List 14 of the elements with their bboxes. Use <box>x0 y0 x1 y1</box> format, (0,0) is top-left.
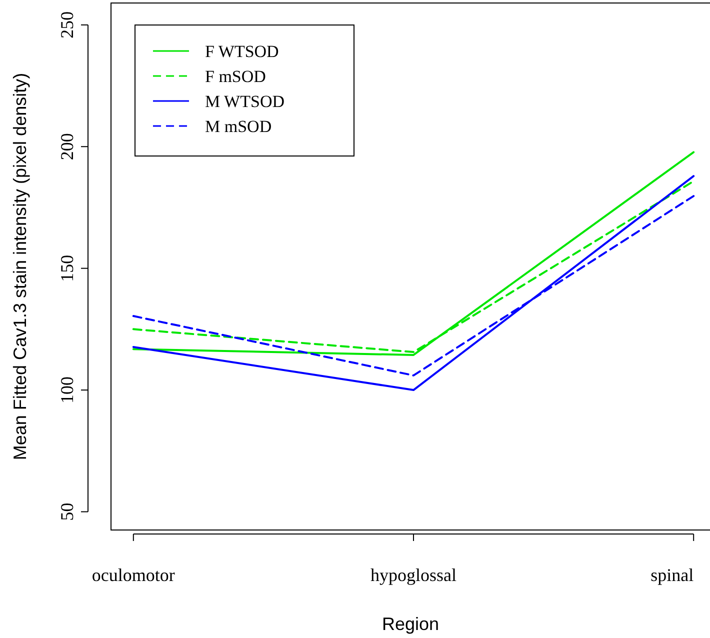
y-axis-title: Mean Fitted Cav1.3 stain intensity (pixel density) <box>10 72 30 460</box>
y-tick-label: 50 <box>57 502 77 521</box>
x-tick-label: oculomotor <box>92 565 175 585</box>
y-tick-label: 250 <box>57 11 77 38</box>
legend-label: M mSOD <box>205 117 272 136</box>
x-tick-label: hypoglossal <box>370 565 457 585</box>
x-tick-label: spinal <box>650 565 694 585</box>
legend-label: F WTSOD <box>205 42 279 61</box>
legend-label: M WTSOD <box>205 92 284 111</box>
y-tick-label: 150 <box>57 254 77 282</box>
legend-label: F mSOD <box>205 67 266 86</box>
y-tick-label: 100 <box>57 376 77 404</box>
y-tick-label: 200 <box>57 133 77 160</box>
x-axis-title: Region <box>382 614 440 634</box>
